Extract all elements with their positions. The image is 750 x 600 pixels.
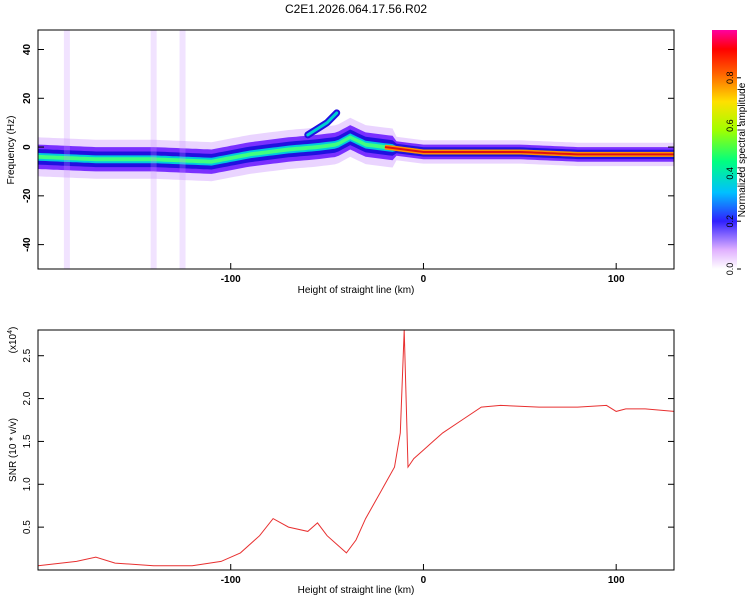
spectrogram-ytick-label-2: 0: [22, 144, 33, 150]
spectrogram-ytick-label-0: -40: [22, 237, 33, 252]
spectrogram-xtick-label-2: 100: [608, 274, 625, 285]
snr-series-line: [38, 330, 674, 567]
spectrogram-branch-inner: [306, 111, 339, 137]
spectrogram-panel: -100 0 100 -40 -20 0 20 40 Height of straight l…: [6, 29, 675, 296]
colorbar-tick-label-4: 0.8: [725, 72, 735, 85]
snr-frame: [37, 329, 675, 571]
spectrogram-xlabel: Height of straight line (km): [298, 285, 415, 296]
colorbar-tick-label-2: 0.4: [725, 167, 735, 180]
snr-ytick-label-0: 0.5: [22, 520, 33, 534]
snr-xtick-label-1: 0: [421, 575, 427, 586]
spectrogram-streak-2: [179, 30, 186, 269]
spectrogram-xtick-label-0: -100: [221, 274, 241, 285]
spectrogram-ytick-label-4: 40: [22, 44, 33, 56]
snr-xtick-label-2: 100: [608, 575, 625, 586]
spectrogram-ylabel: Frequency (Hz): [6, 116, 17, 185]
snr-xlabel: Height of straight line (km): [298, 585, 415, 596]
spectrogram-streak-0: [63, 30, 70, 269]
colorbar-gradient: [712, 30, 737, 269]
snr-xtick-label-0: -100: [221, 575, 241, 586]
spectrogram-band-3: [38, 133, 674, 166]
snr-ytick-label-4: 2.5: [22, 348, 33, 362]
snr-ytick-label-2: 1.5: [22, 434, 33, 448]
spectrogram-streak-1: [150, 30, 157, 269]
colorbar-tick-label-3: 0.6: [725, 119, 735, 132]
colorbar: 0.0 0.2 0.4 0.6 0.8 Normalized spectral ampl…: [712, 30, 748, 275]
snr-ytick-label-1: 1.0: [22, 477, 33, 491]
colorbar-label: Normalized spectral amplitude: [737, 82, 748, 217]
snr-ylabel: SNR (10 * v/v): [8, 418, 19, 482]
colorbar-tick-label-1: 0.2: [725, 215, 735, 228]
spectrogram-ytick-label-1: -20: [22, 188, 33, 203]
spectrogram-ytick-label-3: 20: [22, 92, 33, 104]
figure-title: C2E1.2026.064.17.56.R02: [285, 2, 427, 16]
spectrogram-xtick-label-1: 0: [421, 274, 427, 285]
snr-scale-note: (x104): [7, 327, 19, 354]
spectrogram-band-4: [38, 135, 674, 164]
snr-ytick-label-3: 2.0: [22, 391, 33, 405]
spectrogram-frame: [37, 29, 675, 270]
snr-panel: -100 0 100 0.5 1.0 1.5 2.0 2.5 Height of straig…: [7, 327, 675, 596]
colorbar-tick-label-0: 0.0: [725, 263, 735, 276]
spectrogram-ridge-red: [384, 146, 674, 156]
